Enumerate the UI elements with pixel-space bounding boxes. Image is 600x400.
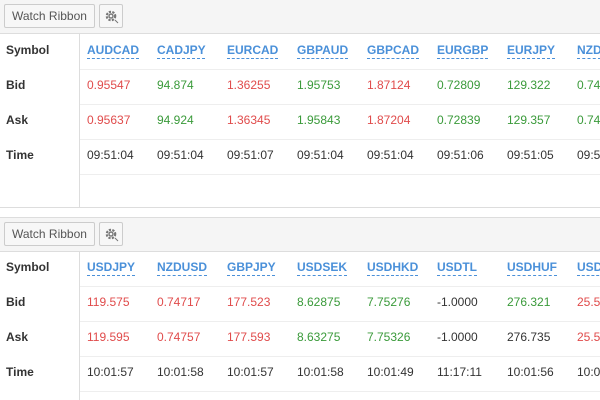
time-cell: 09:51:04 <box>87 148 134 162</box>
time-cell: 10:01:49 <box>367 365 414 379</box>
ask-cell: 276.735 <box>507 330 551 344</box>
bid-cell: 1.36255 <box>227 78 271 92</box>
gear-icon <box>105 228 119 242</box>
time-cell: 09:51:04 <box>297 148 344 162</box>
symbol-link-gbpaud[interactable]: GBPAUD <box>297 43 349 57</box>
row-divider <box>80 139 600 140</box>
row-label-ask: Ask <box>6 330 29 344</box>
symbol-link-nzdusd[interactable]: NZDUSD <box>157 260 207 274</box>
watch-ribbon-button[interactable]: Watch Ribbon <box>4 4 95 28</box>
bid-cell: 1.87124 <box>367 78 411 92</box>
symbol-link-usdtl[interactable]: USDTL <box>437 260 477 274</box>
quote-grid: Symbol Bid Ask Time USDJPY 119.575 119.595 10:0… <box>0 251 600 400</box>
bid-cell: 0.74717 <box>157 295 201 309</box>
time-cell: 10:01:58 <box>297 365 344 379</box>
ask-cell: 94.924 <box>157 113 194 127</box>
ask-cell: 1.95843 <box>297 113 341 127</box>
time-cell: 10:01:57 <box>227 365 274 379</box>
ribbon-toolbar: Watch Ribbon <box>0 0 600 34</box>
symbol-link-usdsek[interactable]: USDSEK <box>297 260 348 274</box>
bid-cell: 94.874 <box>157 78 194 92</box>
time-cell: 10:01:56 <box>507 365 554 379</box>
row-divider <box>80 286 600 287</box>
symbol-link-gbpjpy[interactable]: GBPJPY <box>227 260 276 274</box>
bid-cell: 276.321 <box>507 295 551 309</box>
bid-cell: 25.5 <box>577 295 600 309</box>
row-label-column <box>0 34 80 207</box>
row-divider <box>80 69 600 70</box>
symbol-link-usdsgd[interactable]: USDSGD <box>577 260 600 274</box>
ask-cell: 25.5 <box>577 330 600 344</box>
row-divider <box>80 391 600 392</box>
bid-cell: 7.75276 <box>367 295 411 309</box>
symbol-link-usdjpy[interactable]: USDJPY <box>87 260 136 274</box>
settings-button[interactable] <box>99 4 123 28</box>
time-cell: 11:17:11 <box>437 365 482 379</box>
ask-cell: 0.72839 <box>437 113 481 127</box>
symbol-link-audcad[interactable]: AUDCAD <box>87 43 139 57</box>
bid-cell: 1.95753 <box>297 78 341 92</box>
symbol-link-cadjpy[interactable]: CADJPY <box>157 43 206 57</box>
quote-grid: Symbol Bid Ask Time AUDCAD 0.95547 0.95637 09:5… <box>0 34 600 207</box>
row-label-symbol: Symbol <box>6 260 50 274</box>
bid-cell: 0.72809 <box>437 78 481 92</box>
time-cell: 09:51:04 <box>157 148 204 162</box>
ask-cell: 0.74757 <box>157 330 201 344</box>
ask-cell: 0.74 <box>577 113 600 127</box>
row-label-time: Time <box>6 148 34 162</box>
ask-cell: 0.95637 <box>87 113 131 127</box>
symbol-link-usdhuf[interactable]: USDHUF <box>507 260 557 274</box>
time-cell: 09:51:07 <box>227 148 274 162</box>
bid-cell: 0.95547 <box>87 78 131 92</box>
gear-icon <box>105 10 119 24</box>
symbol-link-eurgbp[interactable]: EURGBP <box>437 43 489 57</box>
time-cell: 09:51:05 <box>507 148 554 162</box>
ask-cell: 119.595 <box>87 330 130 344</box>
time-cell: 09:51:04 <box>367 148 414 162</box>
ask-cell: -1.0000 <box>437 330 478 344</box>
panel-divider <box>0 207 600 208</box>
ask-cell: 177.593 <box>227 330 271 344</box>
ask-cell: 1.36345 <box>227 113 271 127</box>
watch-ribbon-panel-1: Watch Ribbon Symbol Bid Ask Time AUDCAD 0.955… <box>0 0 600 208</box>
row-label-bid: Bid <box>6 295 26 309</box>
ribbon-toolbar: Watch Ribbon <box>0 217 600 252</box>
ask-cell: 7.75326 <box>367 330 411 344</box>
bid-cell: 177.523 <box>227 295 271 309</box>
symbol-link-eurcad[interactable]: EURCAD <box>227 43 279 57</box>
watch-ribbon-panel-2: Watch Ribbon Symbol Bid Ask Time USDJPY 119.5… <box>0 217 600 400</box>
ask-cell: 1.87204 <box>367 113 411 127</box>
row-label-time: Time <box>6 365 34 379</box>
settings-button[interactable] <box>99 222 123 246</box>
ask-cell: 8.63275 <box>297 330 341 344</box>
row-divider <box>80 174 600 175</box>
bid-cell: 8.62875 <box>297 295 341 309</box>
row-divider <box>80 104 600 105</box>
symbol-link-nzd[interactable]: NZD <box>577 43 600 57</box>
symbol-link-eurjpy[interactable]: EURJPY <box>507 43 556 57</box>
time-cell: 09:51:06 <box>437 148 484 162</box>
row-divider <box>80 356 600 357</box>
bid-cell: 129.322 <box>507 78 551 92</box>
time-cell: 09:5 <box>577 148 600 162</box>
symbol-link-usdhkd[interactable]: USDHKD <box>367 260 419 274</box>
row-label-column <box>0 251 80 400</box>
bid-cell: 119.575 <box>87 295 130 309</box>
row-label-bid: Bid <box>6 78 26 92</box>
watch-ribbon-button[interactable]: Watch Ribbon <box>4 222 95 246</box>
bid-cell: 0.74 <box>577 78 600 92</box>
symbol-link-gbpcad[interactable]: GBPCAD <box>367 43 420 57</box>
time-cell: 10:01:57 <box>87 365 134 379</box>
row-label-symbol: Symbol <box>6 43 50 57</box>
bid-cell: -1.0000 <box>437 295 478 309</box>
time-cell: 10:0 <box>577 365 600 379</box>
time-cell: 10:01:58 <box>157 365 204 379</box>
row-divider <box>80 321 600 322</box>
row-label-ask: Ask <box>6 113 29 127</box>
ask-cell: 129.357 <box>507 113 551 127</box>
